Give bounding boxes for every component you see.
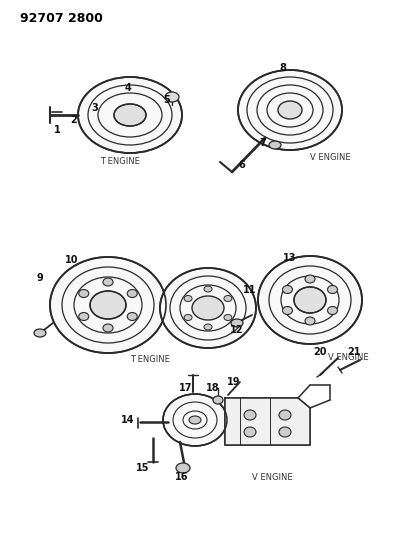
Ellipse shape bbox=[279, 427, 291, 437]
Ellipse shape bbox=[283, 306, 293, 314]
Text: 16: 16 bbox=[175, 472, 189, 482]
Ellipse shape bbox=[103, 324, 113, 332]
Ellipse shape bbox=[305, 275, 315, 283]
Ellipse shape bbox=[204, 324, 212, 330]
Ellipse shape bbox=[127, 312, 137, 320]
Ellipse shape bbox=[78, 77, 182, 153]
Ellipse shape bbox=[184, 295, 192, 302]
Ellipse shape bbox=[213, 396, 223, 404]
Ellipse shape bbox=[204, 286, 212, 292]
Text: 3: 3 bbox=[92, 103, 98, 113]
Text: 1: 1 bbox=[54, 125, 60, 135]
Text: 10: 10 bbox=[65, 255, 79, 265]
Ellipse shape bbox=[283, 286, 293, 294]
Text: T ENGINE: T ENGINE bbox=[130, 356, 170, 365]
Text: 13: 13 bbox=[283, 253, 297, 263]
Ellipse shape bbox=[79, 312, 89, 320]
Text: V ENGINE: V ENGINE bbox=[252, 473, 292, 482]
Ellipse shape bbox=[224, 295, 232, 302]
Ellipse shape bbox=[192, 296, 224, 320]
Text: 14: 14 bbox=[121, 415, 135, 425]
Ellipse shape bbox=[238, 70, 342, 150]
Ellipse shape bbox=[224, 314, 232, 320]
Ellipse shape bbox=[328, 306, 337, 314]
Ellipse shape bbox=[114, 104, 146, 126]
Ellipse shape bbox=[103, 278, 113, 286]
Text: V ENGINE: V ENGINE bbox=[310, 154, 350, 163]
Text: T ENGINE: T ENGINE bbox=[100, 157, 140, 166]
Ellipse shape bbox=[328, 286, 337, 294]
Text: 18: 18 bbox=[206, 383, 220, 393]
Text: 5: 5 bbox=[164, 95, 170, 105]
Text: 11: 11 bbox=[243, 285, 257, 295]
Polygon shape bbox=[225, 398, 310, 445]
Ellipse shape bbox=[258, 256, 362, 344]
Text: 15: 15 bbox=[136, 463, 150, 473]
Ellipse shape bbox=[189, 416, 201, 424]
Ellipse shape bbox=[305, 317, 315, 325]
Text: 92707 2800: 92707 2800 bbox=[20, 12, 103, 25]
Ellipse shape bbox=[34, 329, 46, 337]
Ellipse shape bbox=[231, 319, 243, 327]
Ellipse shape bbox=[79, 289, 89, 297]
Text: 20: 20 bbox=[313, 347, 327, 357]
Text: 8: 8 bbox=[279, 63, 287, 73]
Ellipse shape bbox=[176, 463, 190, 473]
Text: 12: 12 bbox=[230, 325, 244, 335]
Ellipse shape bbox=[160, 268, 256, 348]
Text: 2: 2 bbox=[71, 115, 77, 125]
Text: 21: 21 bbox=[347, 347, 361, 357]
Text: 6: 6 bbox=[239, 160, 245, 170]
Ellipse shape bbox=[278, 101, 302, 119]
Text: V ENGINE: V ENGINE bbox=[328, 353, 368, 362]
Ellipse shape bbox=[165, 92, 179, 102]
Text: 9: 9 bbox=[37, 273, 43, 283]
Ellipse shape bbox=[50, 257, 166, 353]
Text: 4: 4 bbox=[125, 83, 131, 93]
Ellipse shape bbox=[244, 427, 256, 437]
Ellipse shape bbox=[244, 410, 256, 420]
Ellipse shape bbox=[90, 291, 126, 319]
Ellipse shape bbox=[163, 394, 227, 446]
Text: 19: 19 bbox=[227, 377, 241, 387]
Ellipse shape bbox=[184, 314, 192, 320]
Ellipse shape bbox=[269, 141, 281, 149]
Ellipse shape bbox=[294, 287, 326, 313]
Ellipse shape bbox=[279, 410, 291, 420]
Text: 17: 17 bbox=[179, 383, 193, 393]
Text: 7: 7 bbox=[260, 138, 266, 148]
Ellipse shape bbox=[127, 289, 137, 297]
